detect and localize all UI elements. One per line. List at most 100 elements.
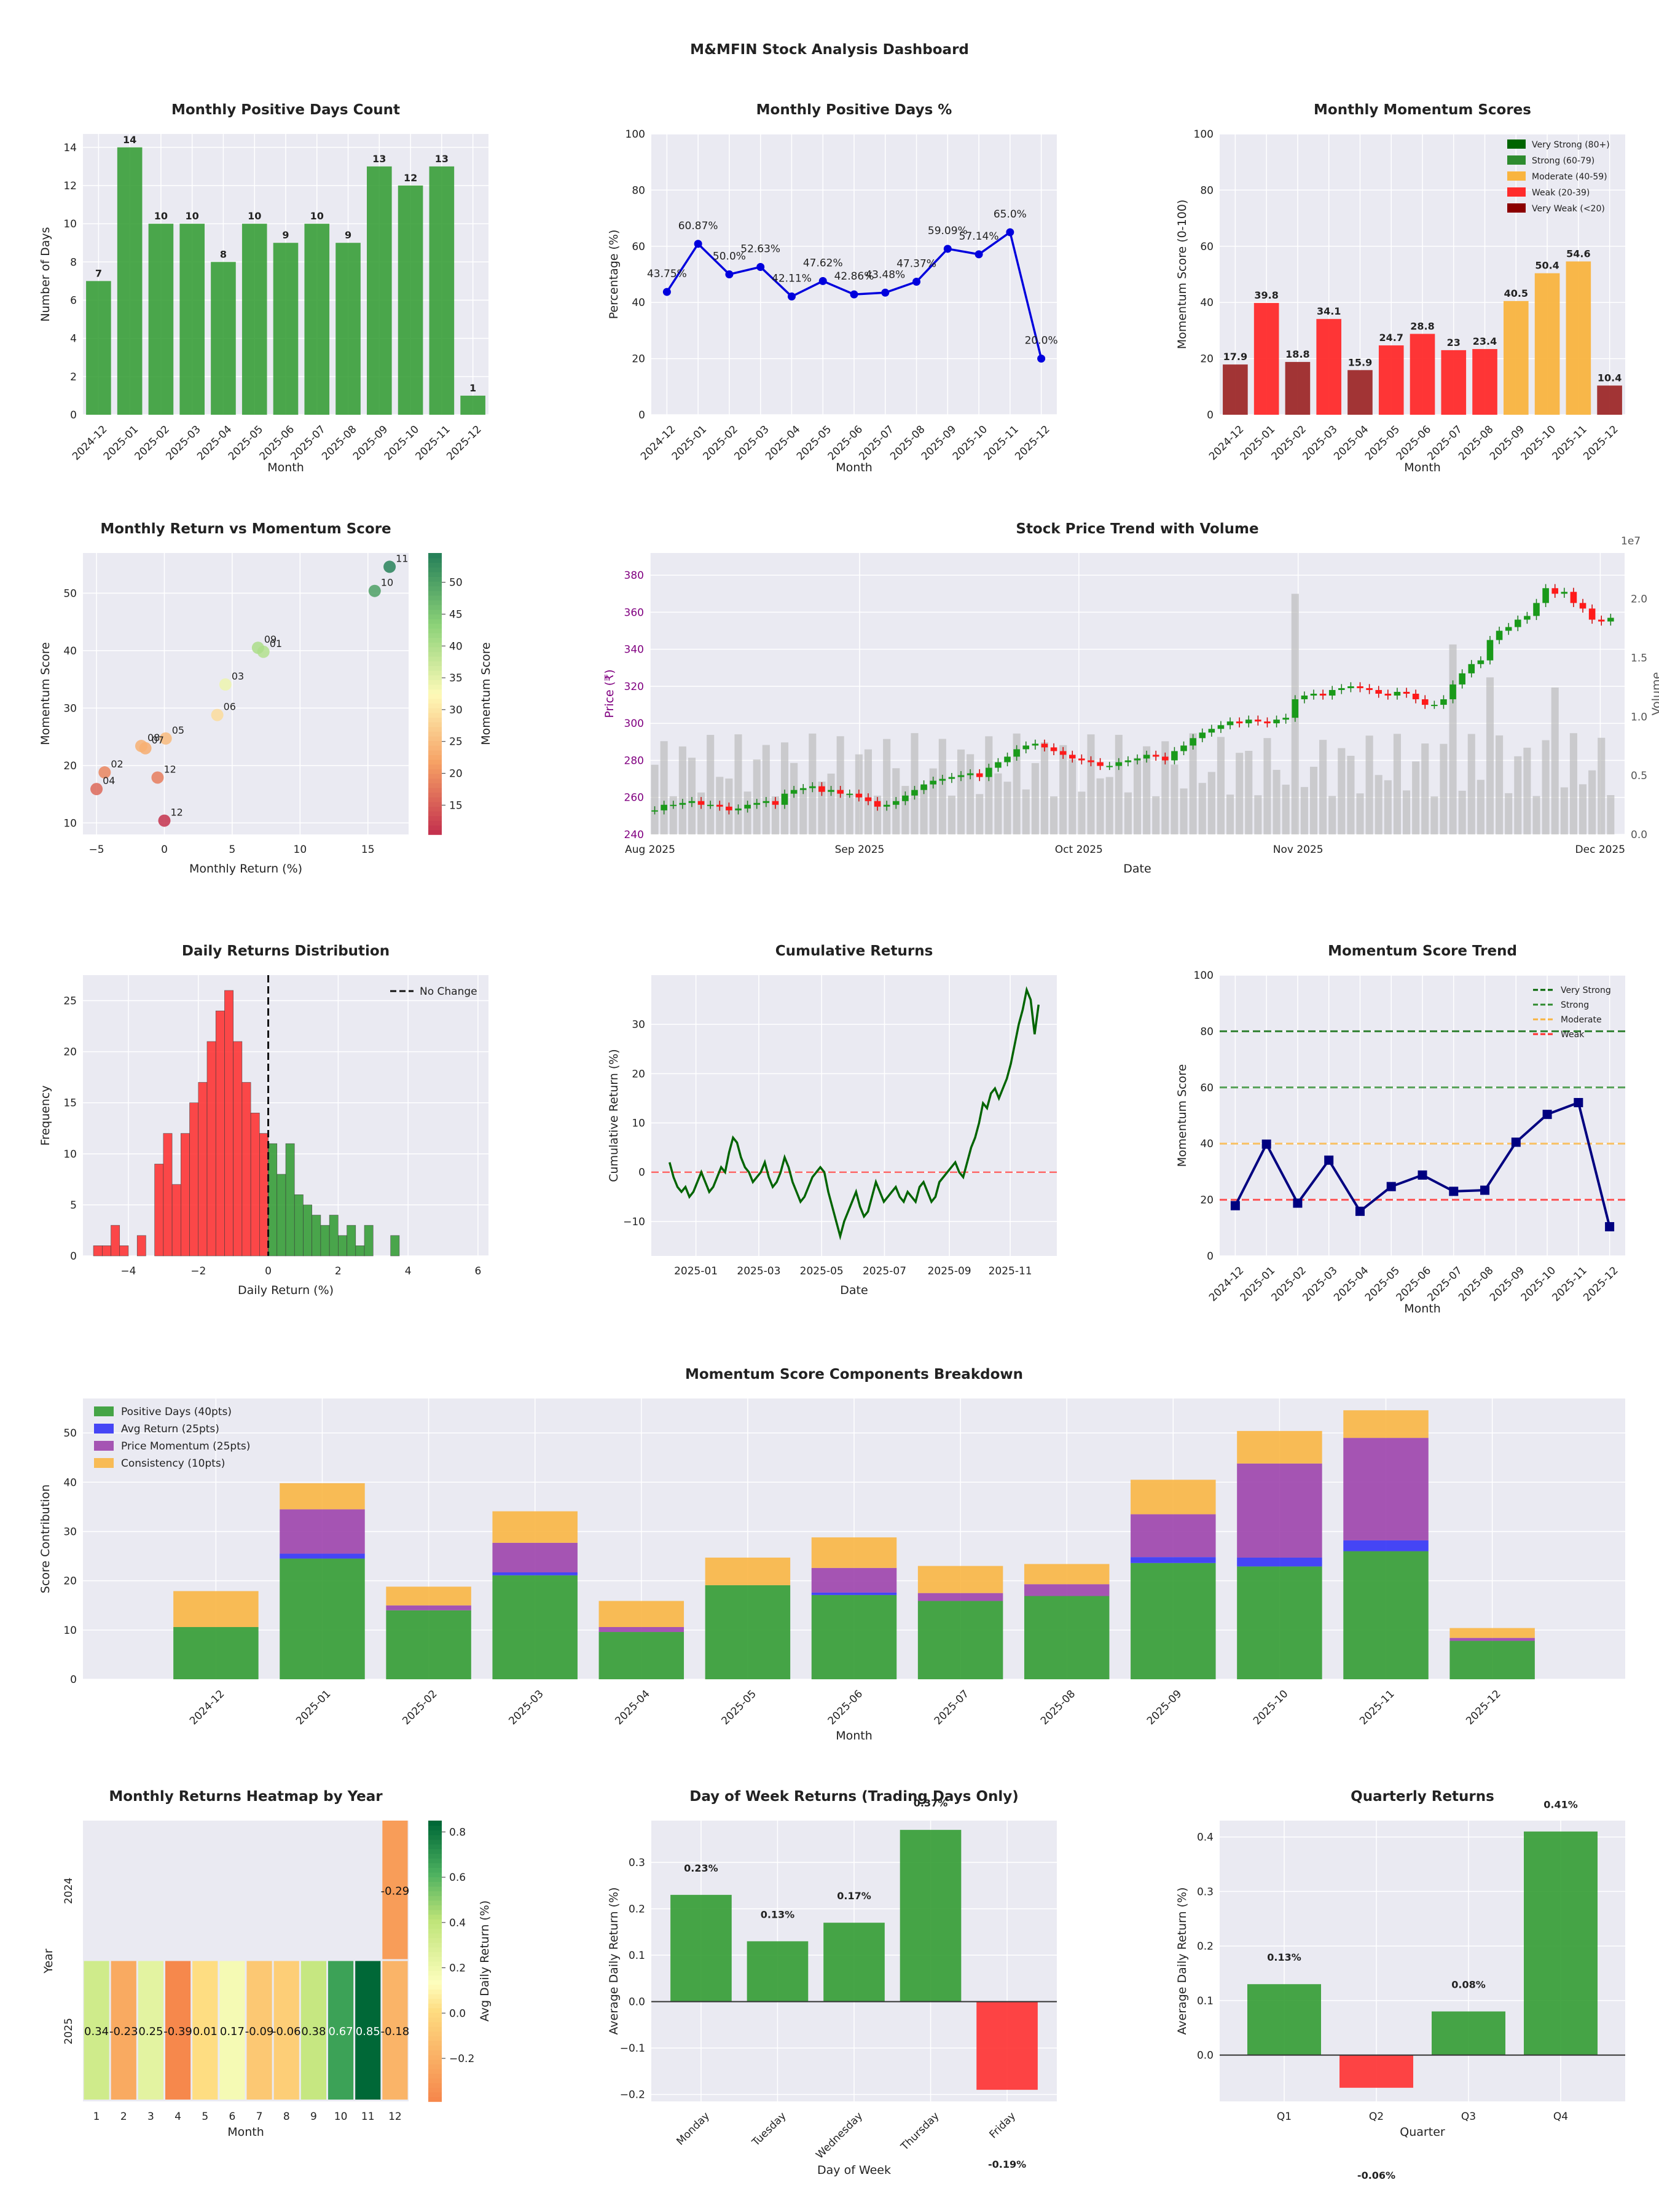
data-point (1605, 1222, 1615, 1231)
bar-value-label: 0.13% (1267, 1951, 1301, 1963)
chart-title: Monthly Positive Days Count (171, 102, 400, 118)
x-tick-label: 8 (283, 2111, 290, 2123)
colorbar-segment (428, 646, 442, 653)
candle-body (1059, 751, 1067, 755)
heatmap-empty-cell (328, 1821, 354, 1959)
colorbar-segment (428, 1839, 442, 1845)
x-tick-label: 6 (475, 1265, 482, 1277)
colorbar-segment (428, 571, 442, 577)
scatter-point (383, 560, 396, 573)
bar (1223, 364, 1248, 415)
stacked-bar-segment (1237, 1463, 1322, 1558)
bar (1410, 334, 1435, 415)
x-tick-label: −4 (120, 1265, 136, 1277)
scatter-point (211, 708, 224, 721)
legend: Positive Days (40pts) Avg Return (25pts) P… (94, 1406, 250, 1470)
candle-body (967, 773, 974, 775)
heatmap-cell-label: -0.29 (381, 1885, 410, 1897)
data-point (1386, 1182, 1396, 1191)
volume-bar (1607, 795, 1615, 834)
bar (1534, 273, 1560, 415)
candle-body (1505, 627, 1512, 631)
scatter-point (135, 740, 147, 753)
volume-bar (911, 733, 919, 834)
colorbar-segment (428, 1881, 442, 1887)
y-tick-label: 5 (70, 1199, 77, 1212)
x-tick-label: 2024-12 (187, 1688, 227, 1727)
scatter-point (98, 766, 111, 779)
legend-label: Moderate (1561, 1015, 1602, 1025)
candle-body (744, 804, 751, 809)
x-tick-label: 2025-03 (506, 1688, 546, 1727)
candle-body (911, 790, 918, 796)
colorbar-segment (428, 796, 442, 802)
colorbar-segment (428, 810, 442, 817)
point-value-label: 59.09% (928, 225, 968, 237)
volume-bar (1069, 759, 1077, 834)
histogram-bin (111, 1225, 120, 1257)
bar-value-label: -0.19% (988, 2159, 1026, 2170)
scatter-point (251, 641, 264, 654)
point-label: 04 (103, 775, 115, 786)
volume-bar (734, 734, 742, 834)
heatmap-cell-label: 0.67 (329, 2025, 353, 2038)
candle-body (1004, 756, 1011, 763)
x-tick-label: 6 (229, 2111, 236, 2123)
scatter-point (90, 783, 103, 796)
bar (241, 224, 267, 415)
colorbar-segment (428, 1891, 442, 1896)
point-value-label: 43.48% (865, 269, 905, 281)
volume-bar (1143, 746, 1151, 834)
candle-body (1226, 721, 1234, 726)
y2-tick-label: 0.0 (1631, 829, 1647, 841)
volume-bar (799, 789, 807, 834)
colorbar-segment (428, 675, 442, 680)
x-tick-label: Aug 2025 (625, 844, 675, 856)
bar (179, 224, 205, 415)
x-axis-label: Month (836, 461, 873, 474)
heatmap-cell (111, 1961, 136, 2100)
point-label: 10 (381, 577, 393, 589)
y-tick-label: 80 (1200, 1026, 1214, 1038)
colorbar-segment (428, 1951, 442, 1957)
data-point (662, 288, 671, 296)
y-tick-label: 0.0 (629, 1996, 645, 2009)
heatmap-cell-label: -0.09 (245, 2025, 274, 2038)
colorbar-segment (428, 2054, 442, 2060)
volume-bar (920, 785, 928, 834)
y-tick-label: 80 (632, 184, 645, 197)
colorbar-segment (428, 740, 442, 746)
colorbar-segment (428, 1970, 442, 1976)
heatmap-empty-cell (246, 1821, 272, 1959)
colorbar-segment (428, 1928, 442, 1934)
candle-body (1403, 691, 1410, 694)
heatmap-cell (246, 1961, 272, 2100)
candle-body (1013, 749, 1020, 757)
colorbar-tick-label: 35 (449, 672, 463, 684)
colorbar-segment (428, 717, 442, 723)
bar-value-label: 10.4 (1598, 372, 1622, 383)
colorbar-segment (428, 815, 442, 821)
candle-body (1570, 592, 1577, 603)
heatmap-empty-cell (192, 1821, 218, 1959)
stacked-bar-segment (1131, 1480, 1216, 1515)
histogram-bin (163, 1133, 173, 1257)
colorbar-segment (428, 680, 442, 685)
y-tick-label: 0.3 (1197, 1886, 1214, 1898)
volume-bar (1189, 733, 1197, 834)
colorbar-segment (428, 1895, 442, 1901)
candle-body (679, 802, 686, 805)
colorbar-segment (428, 1989, 442, 1994)
colorbar-segment (428, 1825, 442, 1831)
volume-bar (1421, 743, 1429, 834)
candle-body (1561, 592, 1568, 594)
y-tick-label: 14 (63, 142, 77, 154)
legend-label: Very Strong (1561, 986, 1611, 995)
chart-title: Monthly Returns Heatmap by Year (109, 1789, 383, 1805)
data-point (1324, 1155, 1334, 1165)
colorbar-segment (428, 1914, 442, 1920)
colorbar-segment (428, 2077, 442, 2084)
x-axis-label: Month (836, 1729, 873, 1743)
histogram-bin (101, 1245, 111, 1257)
bar (398, 185, 423, 415)
